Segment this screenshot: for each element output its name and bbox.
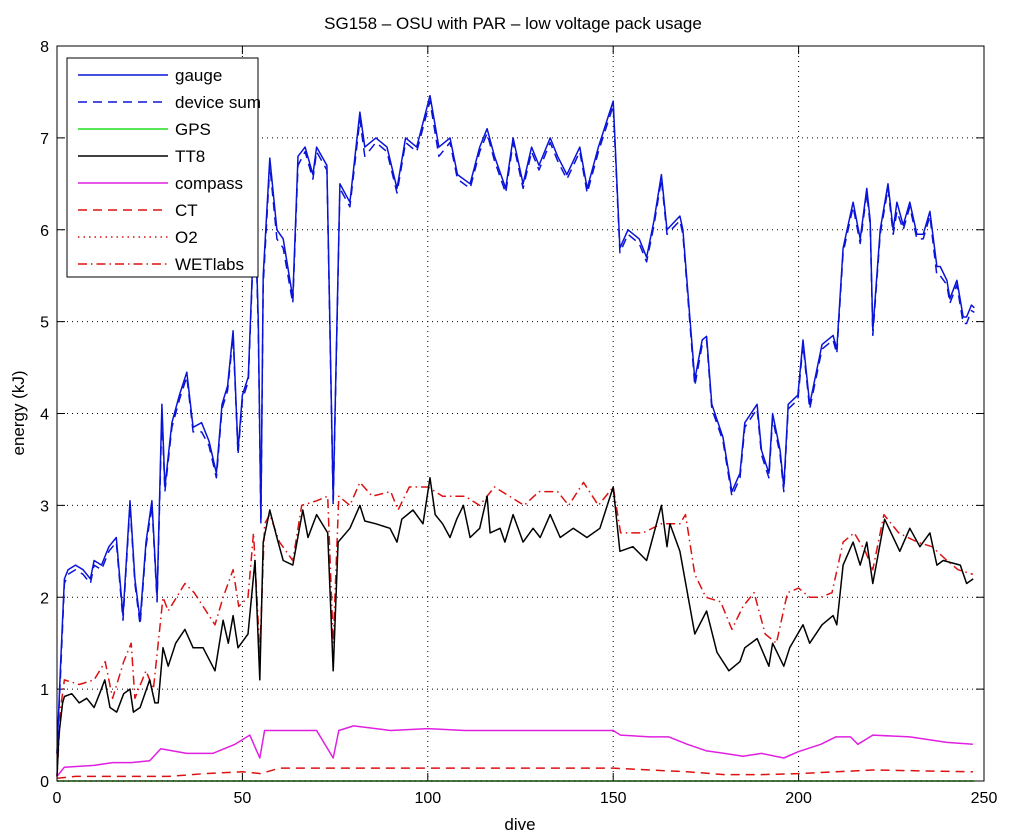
y-tick-label: 6 [40, 223, 49, 240]
x-tick-label: 200 [785, 790, 812, 807]
chart-title: SG158 – OSU with PAR – low voltage pack … [324, 14, 702, 33]
y-tick-label: 2 [40, 590, 49, 607]
x-tick-label: 100 [414, 790, 441, 807]
y-tick-label: 0 [40, 774, 49, 791]
series-line-tt8 [56, 477, 974, 777]
legend: gauge device sum GPS TT8 compass CT O2 WETlabs [66, 57, 261, 278]
y-tick-label: 4 [40, 407, 49, 424]
y-tick-label: 8 [40, 39, 49, 56]
y-tick-label: 1 [40, 682, 49, 699]
series-line-gauge [56, 94, 975, 754]
legend-box [66, 57, 259, 278]
legend-label: O2 [175, 228, 198, 247]
series-line-wetlabs [56, 481, 974, 777]
legend-label: compass [175, 174, 243, 193]
series-line-compass [56, 725, 973, 777]
x-tick-label: 50 [234, 790, 252, 807]
y-tick-label: 7 [40, 131, 49, 148]
series-line-ct [56, 767, 973, 779]
x-tick-label: 0 [53, 790, 62, 807]
legend-label: CT [175, 201, 198, 220]
plot-frame [56, 45, 985, 782]
legend-label: device sum [175, 93, 261, 112]
x-tick-label: 250 [971, 790, 998, 807]
y-tick-label: 3 [40, 498, 49, 515]
legend-label: TT8 [175, 147, 205, 166]
legend-label: GPS [175, 120, 211, 139]
y-tick-label: 5 [40, 315, 49, 332]
legend-label: WETlabs [175, 255, 244, 274]
x-tick-label: 150 [600, 790, 627, 807]
legend-label: gauge [175, 66, 222, 85]
axis-ticks: 0 50 100 150 200 250 0 1 2 3 4 5 6 7 8 [40, 39, 997, 807]
y-axis-label: energy (kJ) [9, 370, 28, 455]
x-axis-label: dive [504, 815, 535, 834]
